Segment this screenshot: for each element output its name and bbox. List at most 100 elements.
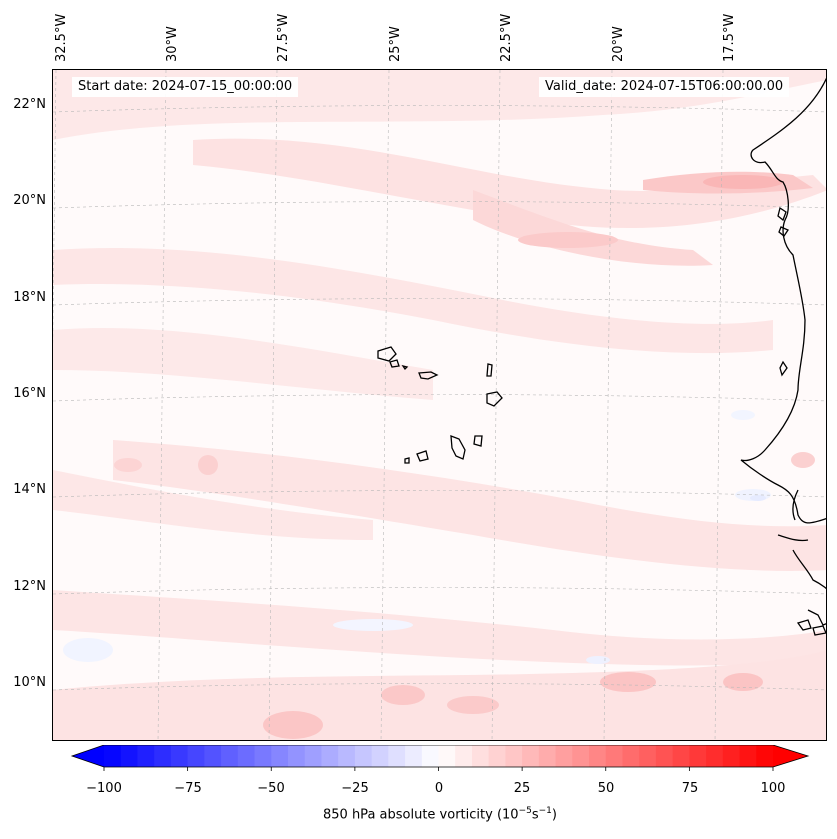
meridian-gridline [380, 70, 390, 740]
colorbar-bin [471, 745, 490, 767]
start-date-label: Start date: 2024-07-15_00:00:00 [72, 77, 299, 97]
colorbar-tick: 25 [513, 781, 531, 796]
vorticity-band [53, 328, 433, 400]
colorbar-bin [371, 745, 389, 767]
colorbar-bin [589, 745, 607, 767]
lat-label: 22°N [13, 97, 46, 112]
colorbar-bin [455, 745, 473, 767]
colorbar-bin [388, 745, 406, 767]
colorbar-bin [338, 745, 356, 767]
colorbar-label: 850 hPa absolute vorticity (10−5s−1) [323, 806, 557, 823]
lon-label: 27.5°W [276, 13, 291, 62]
vorticity-fill [53, 70, 826, 740]
colorbar [70, 745, 810, 777]
colorbar-bin [271, 745, 289, 767]
colorbar-bin [706, 745, 724, 767]
colorbar-bin [287, 745, 306, 767]
colorbar-bin [204, 745, 222, 767]
vorticity-band [473, 190, 713, 266]
island-coast [796, 619, 812, 631]
colorbar-bin [622, 745, 640, 767]
map-panel[interactable] [52, 69, 827, 741]
colorbar-bin [756, 745, 774, 767]
colorbar-bin [304, 745, 322, 767]
coastlines [377, 77, 826, 636]
lon-label: 32.5°W [54, 13, 69, 62]
colorbar-bin [505, 745, 523, 767]
lat-label: 20°N [13, 193, 46, 208]
vorticity-cell [703, 175, 783, 189]
colorbar-bin [438, 745, 456, 767]
guinea-coast [807, 609, 826, 626]
colorbar-bin [170, 745, 189, 767]
cape-verde-island-brava [404, 457, 410, 464]
lon-label: 25°W [388, 26, 403, 62]
island-coast [812, 625, 826, 636]
colorbar-bin [605, 745, 623, 767]
colorbar-bin [187, 745, 205, 767]
cape-verde-island-santa-luzia [401, 364, 409, 371]
colorbar-bin [405, 745, 423, 767]
vorticity-map [53, 70, 826, 740]
colorbar-bin [488, 745, 506, 767]
meridian-gridline [268, 70, 278, 740]
colorbar-bin [421, 745, 439, 767]
coastal-islet [778, 226, 789, 237]
colorbar-bin [672, 745, 690, 767]
vorticity-cell [198, 455, 218, 475]
lat-label: 10°N [13, 675, 46, 690]
cape-verde-island-sal [486, 363, 493, 377]
colorbar-tick: −100 [86, 781, 122, 796]
vorticity-negative-patch [333, 619, 413, 631]
lon-label: 30°W [165, 26, 180, 62]
bissagos-coast [792, 549, 826, 590]
gambia-inlet [777, 534, 809, 542]
colorbar-bin [572, 745, 590, 767]
vorticity-cell [114, 458, 142, 472]
cape-verde-island-santo-antao [377, 346, 397, 362]
colorbar-tick: 50 [597, 781, 615, 796]
parallel-gridline [53, 298, 826, 306]
lon-label: 17.5°W [722, 13, 737, 62]
colorbar-extend-max [773, 745, 808, 767]
vorticity-cell [518, 232, 618, 248]
colorbar-tick: 0 [434, 781, 444, 796]
map-gridlines [53, 70, 826, 740]
colorbar-tick: −75 [174, 781, 202, 796]
coastal-islet [777, 206, 787, 222]
cape-verde-island-fogo [416, 450, 429, 462]
meridian-gridline [714, 70, 724, 740]
vorticity-cell [723, 673, 763, 691]
vorticity-cell [791, 452, 815, 468]
colorbar-tick: 100 [760, 781, 786, 796]
colorbar-bin [538, 745, 557, 767]
parallel-gridline [53, 201, 826, 209]
meridian-gridline [53, 70, 57, 348]
parallel-gridline [53, 683, 826, 691]
cape-verde-island-sao-nicolau [418, 371, 439, 380]
vorticity-negative-patch [586, 656, 610, 664]
colorbar-bin [137, 745, 155, 767]
lat-label: 12°N [13, 579, 46, 594]
colorbar-tick: 75 [681, 781, 699, 796]
cape-verde-island-santiago [450, 435, 466, 460]
cape-verde-island-boa-vista [486, 391, 503, 407]
colorbar-bin [254, 745, 272, 767]
vorticity-cell [447, 696, 499, 714]
colorbar-bin [354, 745, 373, 767]
cape-verde-island-maio [473, 435, 483, 447]
parallel-gridline [53, 587, 826, 595]
colorbar-bin [154, 745, 172, 767]
colorbar-bin [739, 745, 757, 767]
colorbar-bin [237, 745, 256, 767]
parallel-gridline [53, 105, 826, 113]
colorbar-extend-min [72, 745, 104, 767]
vorticity-cell [381, 685, 425, 705]
meridian-gridline [603, 70, 613, 740]
colorbar-tick: −25 [341, 781, 369, 796]
vorticity-cell [263, 711, 323, 739]
vorticity-band [53, 590, 826, 666]
colorbar-bin [221, 745, 239, 767]
vorticity-negative-patch [731, 410, 755, 420]
colorbar-bin [522, 745, 540, 767]
